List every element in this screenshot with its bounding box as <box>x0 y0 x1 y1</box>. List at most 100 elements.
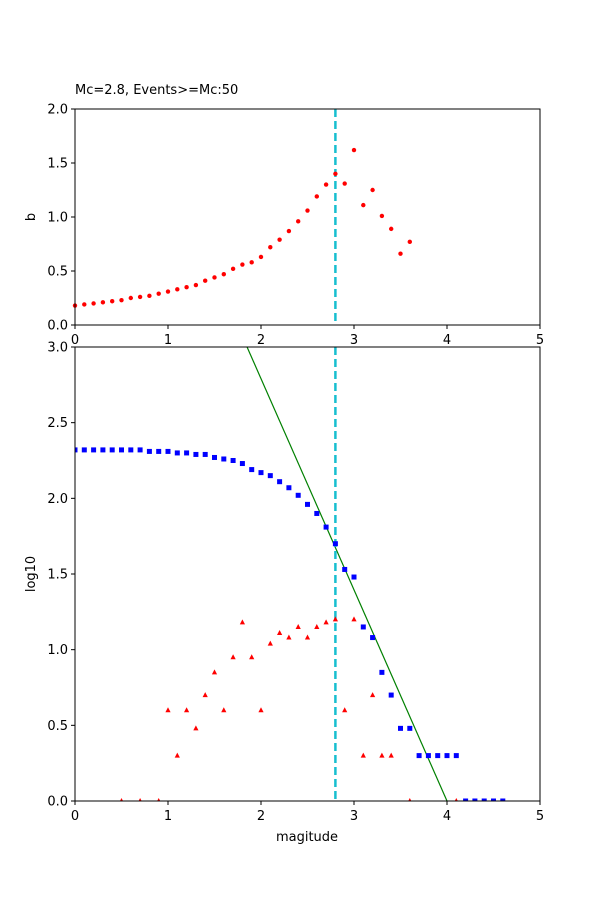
cumulative-point <box>472 798 478 801</box>
non-cumulative-point <box>360 752 366 758</box>
b-value-point <box>156 291 161 296</box>
bottom-x-tick-label: 0 <box>71 809 79 824</box>
cumulative-point <box>221 456 227 462</box>
bottom-y-tick-label: 0.0 <box>47 795 68 810</box>
cumulative-point <box>100 447 106 453</box>
cumulative-point <box>212 454 217 460</box>
cumulative-point <box>75 447 78 453</box>
b-value-point <box>286 228 292 234</box>
non-cumulative-point <box>408 798 412 801</box>
cumulative-point <box>314 510 320 516</box>
top-x-tick-label: 3 <box>350 333 358 348</box>
b-value-point <box>193 282 199 288</box>
cumulative-point <box>109 447 115 453</box>
non-cumulative-point <box>193 725 199 731</box>
cumulative-point <box>481 798 487 801</box>
cumulative-point <box>91 447 97 453</box>
b-value-point <box>82 302 87 307</box>
x-axis-label: magitude <box>276 830 338 845</box>
bottom-x-tick-label: 3 <box>350 809 358 824</box>
y-axis-label-top: b <box>24 213 39 221</box>
bottom-x-tick-label: 1 <box>164 809 172 824</box>
cumulative-point <box>491 798 496 801</box>
top-y-tick-label: 0.5 <box>47 265 68 280</box>
b-value-point <box>351 147 357 153</box>
top-x-tick-label: 4 <box>443 333 451 348</box>
b-value-point <box>258 254 264 260</box>
bottom-x-tick-label: 5 <box>536 809 544 824</box>
b-value-point <box>165 289 171 294</box>
cumulative-point <box>295 492 301 498</box>
non-cumulative-point <box>323 619 329 625</box>
cumulative-point <box>286 485 292 491</box>
cumulative-point <box>184 450 190 456</box>
cumulative-point <box>128 447 134 453</box>
b-value-point <box>407 239 412 245</box>
b-value-point <box>249 260 254 265</box>
non-cumulative-point <box>174 752 180 758</box>
cumulative-point <box>239 461 245 467</box>
b-value-point <box>147 293 152 299</box>
b-value-point <box>342 181 347 186</box>
cumulative-point <box>267 473 273 479</box>
cumulative-point <box>156 448 162 454</box>
cumulative-point <box>435 753 441 759</box>
non-cumulative-point <box>314 623 320 629</box>
top-x-tick-label: 1 <box>164 333 172 348</box>
cumulative-point <box>249 467 255 473</box>
cumulative-point <box>193 451 199 457</box>
cumulative-point <box>258 470 264 476</box>
b-value-point <box>296 219 301 224</box>
non-cumulative-point <box>138 798 142 801</box>
cumulative-point <box>425 753 431 759</box>
cumulative-point <box>165 448 171 454</box>
top-y-tick-label: 2.0 <box>47 103 68 118</box>
cumulative-point <box>453 753 459 759</box>
b-value-point <box>184 285 189 290</box>
cumulative-point <box>323 524 329 530</box>
bottom-y-tick-label: 2.5 <box>47 416 68 431</box>
non-cumulative-point <box>119 798 124 801</box>
cumulative-point <box>407 725 413 731</box>
cumulative-point <box>305 501 310 507</box>
cumulative-point <box>146 448 152 454</box>
cumulative-point <box>388 692 394 698</box>
cumulative-point <box>230 458 236 463</box>
fit-line <box>246 347 448 801</box>
cumulative-point <box>137 447 143 453</box>
b-value-point <box>240 262 245 267</box>
b-value-point <box>230 266 236 272</box>
frequency-panel: magitude log10 0 1 2 3 4 5 0.0 0.5 1.0 1.5 2.0 2.5 3… <box>24 341 544 846</box>
non-cumulative-point <box>258 707 264 713</box>
cumulative-point <box>416 753 422 759</box>
non-cumulative-point <box>286 634 292 640</box>
top-axis-ticks: 0 1 2 3 4 5 0.0 0.5 1.0 1.5 2.0 <box>47 103 544 349</box>
bottom-plot-content <box>75 347 506 801</box>
chart-title: Mc=2.8, Events>=Mc:50 <box>75 83 238 98</box>
cumulative-point <box>119 447 124 453</box>
b-value-point <box>175 287 180 292</box>
b-value-point <box>91 301 96 306</box>
non-cumulative-point <box>165 707 171 713</box>
b-value-point <box>398 251 403 256</box>
b-value-point <box>370 187 375 193</box>
b-value-point <box>361 202 366 208</box>
top-y-tick-label: 1.5 <box>47 157 68 172</box>
top-x-tick-label: 2 <box>257 333 265 348</box>
b-value-point <box>100 300 106 305</box>
bottom-y-tick-label: 1.0 <box>47 643 68 658</box>
bottom-y-tick-label: 2.0 <box>47 492 68 507</box>
bottom-axis-ticks: 0 1 2 3 4 5 0.0 0.5 1.0 1.5 2.0 2.5 3.0 <box>47 341 544 825</box>
non-cumulative-point <box>211 669 218 675</box>
b-value-point <box>333 171 338 176</box>
bottom-axes-frame <box>74 346 541 802</box>
cumulative-point <box>351 574 357 580</box>
cumulative-point <box>277 479 283 485</box>
non-cumulative-point <box>379 752 385 758</box>
b-value-point <box>221 272 226 277</box>
cumulative-point <box>174 450 180 456</box>
non-cumulative-point <box>388 752 394 758</box>
non-cumulative-point <box>221 707 227 713</box>
